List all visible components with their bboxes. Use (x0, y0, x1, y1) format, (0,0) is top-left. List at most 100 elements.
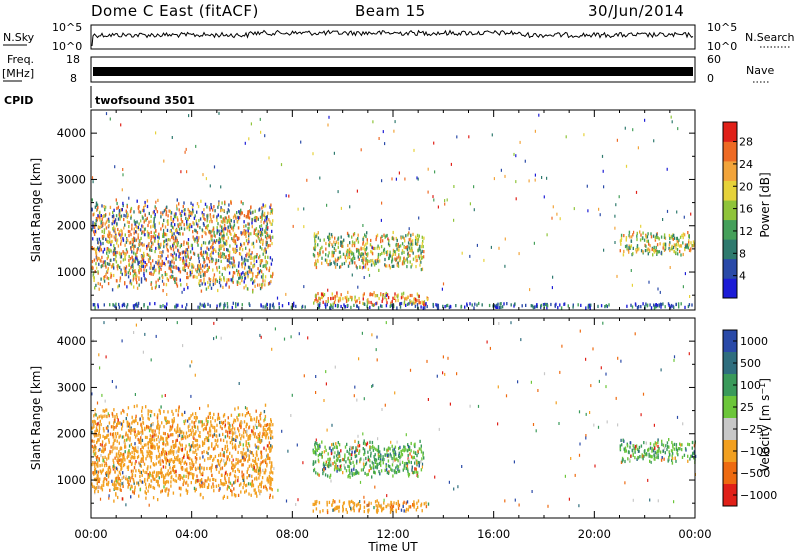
data-cell (250, 211, 252, 215)
data-cell (683, 233, 686, 237)
data-cell (167, 493, 169, 497)
data-cell (655, 233, 658, 237)
data-cell (143, 205, 145, 210)
data-cell (159, 262, 161, 266)
data-cell (327, 457, 329, 462)
data-cell (193, 274, 195, 278)
data-cell (150, 424, 152, 428)
data-cell (236, 268, 238, 273)
data-cell (200, 253, 203, 257)
data-cell (228, 435, 231, 440)
data-cell (244, 277, 246, 281)
data-cell (188, 429, 190, 433)
data-cell (186, 226, 188, 230)
data-cell (172, 452, 175, 456)
data-cell (336, 262, 338, 267)
colorbar-segment (723, 278, 737, 299)
data-cell (96, 458, 98, 462)
data-cell (258, 434, 261, 439)
data-cell (168, 266, 170, 270)
data-cell (670, 115, 672, 119)
data-cell (402, 235, 404, 239)
data-cell (126, 413, 128, 417)
data-cell (176, 228, 178, 232)
data-cell (206, 485, 209, 490)
data-cell (157, 435, 159, 439)
data-cell (100, 214, 102, 218)
data-cell (128, 425, 131, 429)
data-cell (199, 434, 201, 439)
data-cell (94, 477, 96, 482)
data-cell (133, 491, 135, 495)
data-cell (102, 445, 104, 449)
data-cell (104, 214, 106, 218)
data-cell (189, 223, 192, 227)
data-cell (218, 281, 221, 285)
data-cell (397, 264, 400, 268)
data-cell (264, 428, 266, 432)
data-cell (172, 412, 174, 416)
data-cell (386, 470, 389, 475)
data-cell (245, 284, 247, 288)
data-cell (124, 223, 126, 227)
data-cell (222, 267, 224, 270)
data-cell (112, 425, 114, 429)
data-cell (407, 443, 409, 447)
data-cell (231, 442, 234, 446)
data-cell (245, 229, 247, 233)
data-cell (395, 299, 397, 303)
data-cell (204, 282, 206, 286)
data-cell (357, 240, 360, 244)
data-cell (231, 461, 233, 465)
data-cell (232, 215, 235, 219)
data-cell (118, 458, 121, 462)
data-cell (217, 252, 220, 256)
data-cell (192, 275, 194, 279)
data-cell (149, 465, 152, 469)
data-cell (132, 269, 134, 273)
data-cell (396, 247, 398, 251)
data-cell (211, 234, 213, 238)
data-cell (122, 484, 124, 488)
data-cell (176, 458, 179, 462)
data-cell (362, 237, 364, 241)
data-cell (176, 238, 178, 243)
data-cell (185, 444, 187, 448)
data-cell (362, 240, 365, 244)
data-cell (253, 259, 255, 263)
data-cell (631, 235, 633, 239)
data-cell (190, 481, 192, 485)
data-cell (689, 249, 692, 253)
data-cell (114, 251, 117, 255)
data-cell (119, 488, 121, 492)
data-cell (272, 495, 274, 499)
data-cell (335, 240, 337, 245)
data-cell (165, 238, 168, 242)
data-cell (355, 469, 357, 473)
data-cell (259, 431, 261, 435)
data-cell (185, 488, 187, 492)
data-cell (140, 450, 142, 454)
data-cell (271, 258, 273, 262)
data-cell (110, 275, 112, 279)
data-cell (119, 434, 121, 438)
data-cell (251, 474, 253, 478)
data-cell (124, 273, 126, 277)
data-cell (278, 306, 280, 310)
data-cell (163, 209, 166, 213)
data-cell (135, 419, 137, 423)
data-cell (144, 490, 146, 494)
data-cell (319, 247, 322, 251)
data-cell (233, 427, 236, 431)
data-cell (615, 203, 617, 207)
data-cell (219, 275, 221, 279)
data-cell (319, 301, 321, 305)
data-cell (351, 473, 354, 477)
data-cell (266, 267, 268, 271)
data-cell (469, 202, 471, 206)
data-cell (178, 222, 181, 226)
data-cell (669, 241, 671, 245)
data-cell (148, 259, 150, 264)
data-cell (397, 459, 399, 463)
data-cell (148, 483, 150, 487)
